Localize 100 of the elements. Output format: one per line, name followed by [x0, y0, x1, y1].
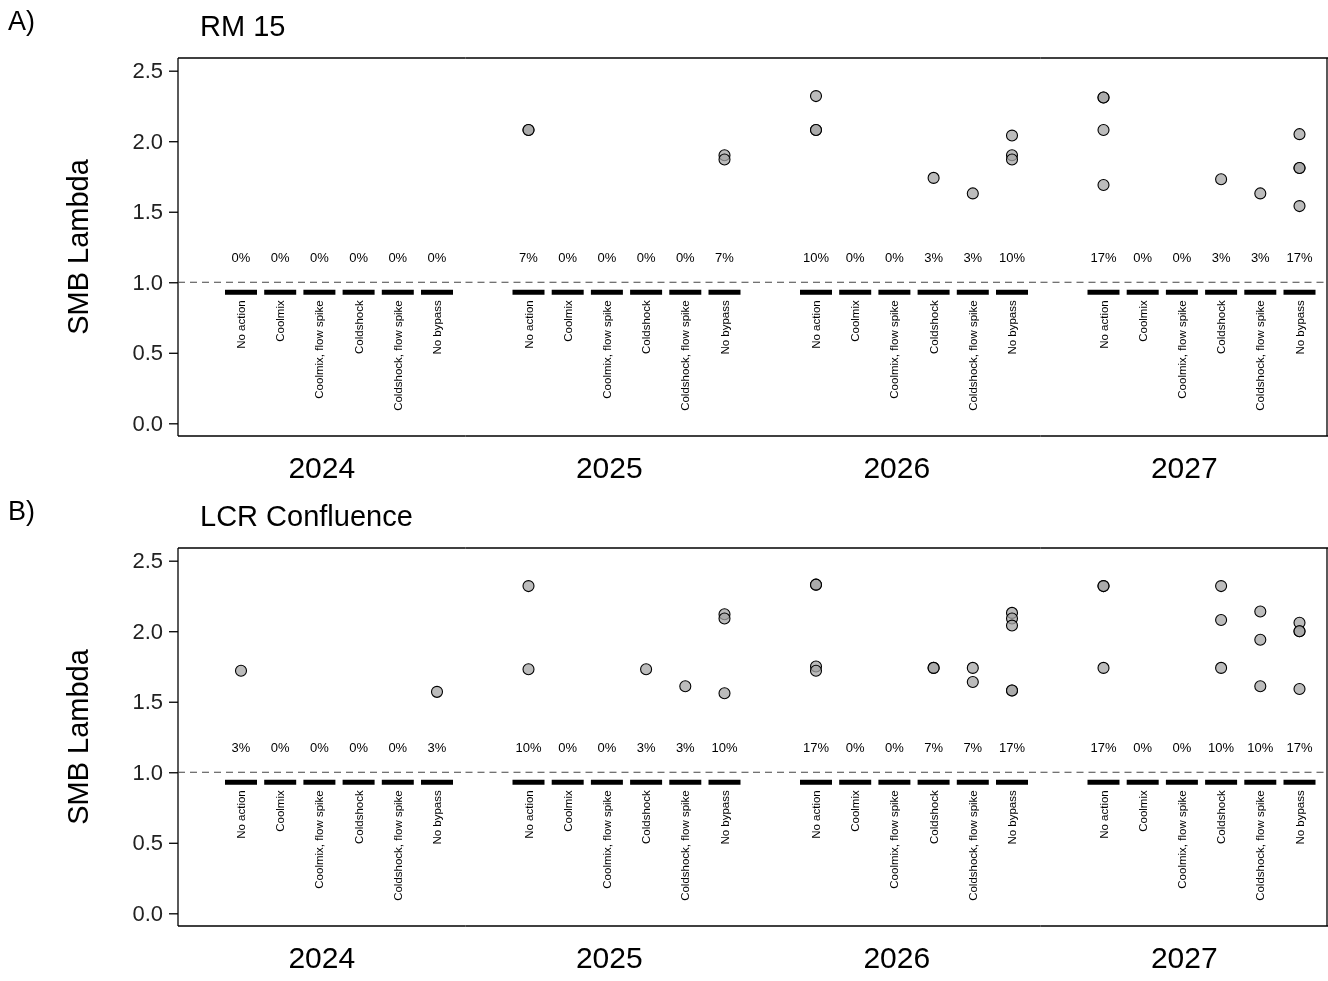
- annotation: 3%: [963, 250, 983, 266]
- x-tick-label: Coolmix, flow spike: [313, 790, 326, 889]
- x-tick-label: Coolmix, flow spike: [888, 790, 901, 889]
- x-tick-label: Coldshock, flow spike: [1254, 300, 1267, 411]
- x-tick-label: Coolmix: [274, 790, 287, 832]
- x-tick-label: Coolmix: [849, 790, 862, 832]
- annotation: 17%: [1090, 740, 1117, 756]
- annotation: 0%: [1133, 250, 1153, 266]
- annotation: 0%: [885, 740, 905, 756]
- text: A): [8, 6, 35, 36]
- y-tick-label: 2.0: [132, 618, 163, 644]
- x-tick-label: Coldshock, flow spike: [966, 300, 979, 411]
- y-tick-label: 2.5: [132, 58, 163, 84]
- x-tick-label: No action: [522, 790, 535, 839]
- annotation: 17%: [998, 740, 1026, 756]
- annotation: 17%: [1090, 250, 1117, 266]
- annotation: 0%: [349, 250, 369, 266]
- x-tick-label: Coldshock, flow spike: [391, 300, 404, 411]
- y-tick-label: 0.0: [132, 900, 163, 926]
- x-axis-title: 2026: [863, 451, 931, 484]
- x-tick-label: No action: [810, 790, 822, 839]
- annotation: 3%: [1250, 250, 1271, 266]
- x-tick-label: No bypass: [1006, 300, 1018, 355]
- annotation: 10%: [802, 250, 830, 266]
- annotation: 17%: [1286, 250, 1313, 266]
- x-tick-label: Coldshock: [640, 300, 653, 354]
- x-tick-label: No bypass: [1006, 790, 1018, 845]
- annotation: 0%: [349, 740, 369, 756]
- annotation: 3%: [427, 740, 447, 756]
- x-tick-label: Coolmix, flow spike: [1175, 300, 1188, 399]
- x-tick-label: Coolmix, flow spike: [600, 790, 613, 889]
- y-tick-label: 0.0: [132, 410, 163, 436]
- annotation: 3%: [675, 740, 696, 756]
- x-tick-label: Coolmix: [561, 300, 574, 342]
- annotation: 0%: [558, 250, 578, 266]
- annotation: 0%: [388, 740, 408, 756]
- x-tick-label: No bypass: [1293, 790, 1306, 845]
- x-tick-label: Coldshock: [640, 790, 653, 844]
- annotation: 0%: [388, 250, 408, 266]
- x-axis-title: 2025: [575, 941, 643, 974]
- x-tick-label: No bypass: [431, 300, 443, 355]
- x-tick-label: Coolmix: [1136, 790, 1149, 832]
- annotation: 3%: [636, 740, 656, 756]
- annotation: 0%: [231, 250, 251, 266]
- annotation: 0%: [636, 250, 656, 266]
- annotation: 0%: [558, 740, 578, 756]
- x-tick-label: No action: [235, 790, 247, 839]
- x-tick-label: No action: [235, 300, 247, 349]
- y-tick-label: 2.0: [132, 128, 163, 154]
- text: B): [8, 496, 35, 526]
- x-axis-title: 2026: [863, 941, 931, 974]
- x-tick-label: No action: [1097, 790, 1110, 839]
- x-tick-label: Coldshock, flow spike: [679, 790, 692, 901]
- x-tick-label: Coolmix: [849, 300, 862, 342]
- x-tick-label: Coldshock: [1215, 790, 1228, 844]
- x-tick-label: Coolmix: [561, 790, 574, 832]
- annotation: 0%: [310, 740, 330, 756]
- annotation: 0%: [845, 740, 866, 756]
- annotation: 10%: [1208, 740, 1235, 756]
- annotation: 10%: [515, 740, 542, 756]
- x-tick-label: Coolmix: [274, 300, 287, 342]
- annotation: 17%: [1286, 740, 1313, 756]
- y-tick-label: 1.5: [132, 689, 163, 715]
- x-tick-label: Coldshock, flow spike: [966, 790, 979, 901]
- annotation: 7%: [519, 250, 539, 266]
- x-tick-label: Coldshock: [927, 300, 940, 354]
- x-tick-label: Coolmix, flow spike: [313, 300, 326, 399]
- annotation: 0%: [597, 250, 617, 266]
- x-tick-label: No action: [810, 300, 822, 349]
- x-axis-title: 2027: [1150, 941, 1218, 974]
- annotation: 3%: [231, 740, 251, 756]
- annotation: 0%: [845, 250, 866, 266]
- x-tick-label: No bypass: [718, 790, 731, 845]
- y-tick-label: 0.5: [132, 340, 163, 366]
- x-tick-label: Coldshock: [927, 790, 940, 844]
- annotation: 0%: [310, 250, 330, 266]
- annotation: 0%: [1172, 250, 1192, 266]
- x-tick-label: Coolmix, flow spike: [1175, 790, 1188, 889]
- x-tick-label: Coldshock, flow spike: [1254, 790, 1267, 901]
- x-axis-title: 2025: [575, 451, 643, 484]
- annotation: 0%: [675, 250, 696, 266]
- annotation: 0%: [1133, 740, 1153, 756]
- y-tick-label: 0.5: [132, 830, 163, 856]
- annotation: 0%: [427, 250, 447, 266]
- annotation: 17%: [802, 740, 830, 756]
- x-tick-label: Coolmix, flow spike: [888, 300, 901, 399]
- x-tick-label: Coolmix, flow spike: [600, 300, 613, 399]
- annotation: 0%: [597, 740, 617, 756]
- y-tick-label: 1.0: [132, 269, 163, 295]
- annotation: 10%: [711, 740, 738, 756]
- annotation: 10%: [1247, 740, 1274, 756]
- x-axis-title: 2024: [288, 941, 356, 974]
- annotation: 3%: [1211, 250, 1231, 266]
- x-tick-label: Coldshock: [352, 790, 365, 844]
- y-tick-label: 2.5: [132, 548, 163, 574]
- x-tick-label: Coldshock: [1215, 300, 1228, 354]
- y-tick-label: 1.0: [132, 759, 163, 785]
- annotation: 0%: [270, 250, 291, 266]
- x-tick-label: No action: [522, 300, 535, 349]
- x-tick-label: Coolmix: [1136, 300, 1149, 342]
